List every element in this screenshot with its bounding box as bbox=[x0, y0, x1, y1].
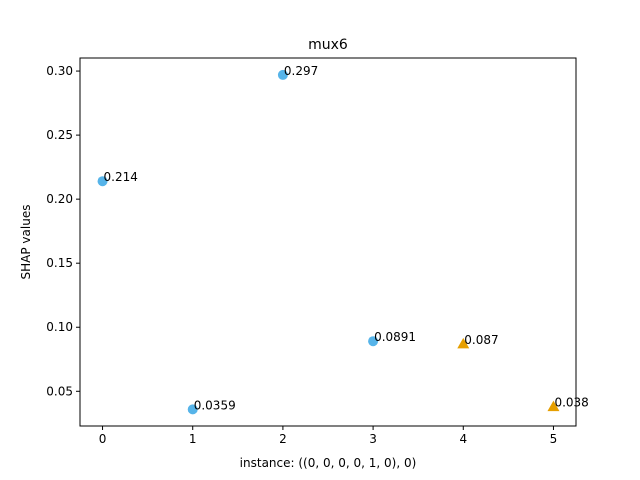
data-label: 0.214 bbox=[104, 170, 138, 184]
y-tick-label: 0.25 bbox=[46, 128, 73, 142]
data-label: 0.0891 bbox=[374, 330, 416, 344]
data-label: 0.297 bbox=[284, 64, 318, 78]
axes-frame bbox=[79, 57, 577, 427]
chart-title: mux6 bbox=[308, 37, 348, 53]
data-point-circle bbox=[368, 336, 379, 347]
x-tick-label: 4 bbox=[459, 432, 467, 446]
data-point-circle bbox=[277, 69, 288, 80]
data-point-triangle bbox=[547, 400, 560, 412]
y-axis: 0.05 0.10 0.15 0.20 0.25 0.30 bbox=[46, 64, 80, 398]
data-label: 0.038 bbox=[554, 396, 588, 410]
y-tick-label: 0.20 bbox=[46, 192, 73, 206]
x-axis-label: instance: ((0, 0, 0, 0, 1, 0), 0) bbox=[240, 456, 417, 470]
plot-area bbox=[79, 57, 577, 427]
data-points: 0.214 0.0359 0.297 0.0891 0.087 0.038 bbox=[97, 64, 589, 415]
x-tick-label: 1 bbox=[189, 432, 197, 446]
data-point-circle bbox=[97, 176, 108, 187]
x-tick-label: 0 bbox=[99, 432, 107, 446]
y-axis-label: SHAP values bbox=[19, 205, 33, 280]
x-tick-label: 3 bbox=[369, 432, 377, 446]
x-axis: 0 1 2 3 4 5 bbox=[99, 426, 558, 446]
x-tick-label: 2 bbox=[279, 432, 287, 446]
y-tick-label: 0.05 bbox=[46, 384, 73, 398]
data-point-circle bbox=[187, 404, 198, 415]
data-label: 0.0359 bbox=[194, 398, 236, 412]
y-tick-label: 0.10 bbox=[46, 320, 73, 334]
x-tick-label: 5 bbox=[550, 432, 558, 446]
y-tick-label: 0.30 bbox=[46, 64, 73, 78]
data-label: 0.087 bbox=[464, 333, 498, 347]
data-point-triangle bbox=[457, 337, 470, 349]
y-tick-label: 0.15 bbox=[46, 256, 73, 270]
